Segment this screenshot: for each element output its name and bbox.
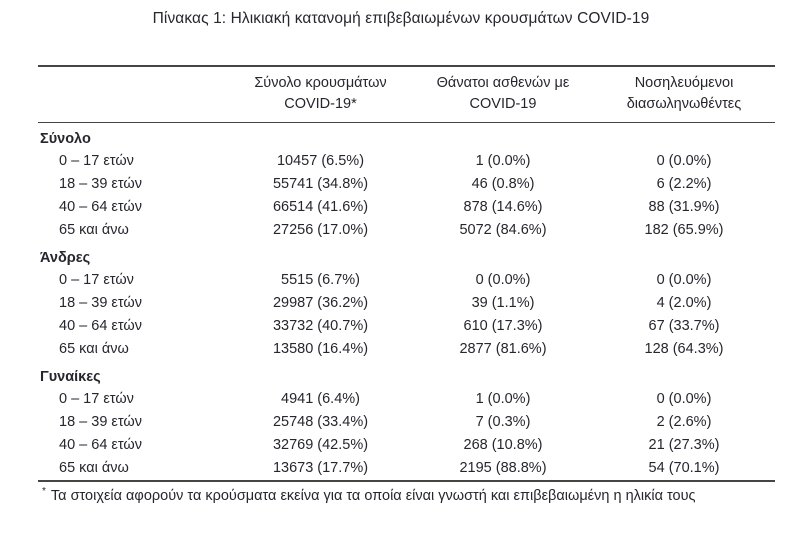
intubated-cell: 54 (70.1%) [648, 460, 720, 476]
section-label: Γυναίκες [40, 369, 101, 385]
intubated-cell: 0 (0.0%) [656, 272, 712, 288]
deaths-cell: 7 (0.3%) [475, 414, 531, 430]
age-group-label: 40 – 64 ετών [59, 199, 142, 215]
cases-cell: 25748 (33.4%) [272, 414, 369, 430]
intubated-cell: 128 (64.3%) [644, 341, 724, 357]
section-label: Σύνολο [40, 131, 91, 147]
intubated-cell: 0 (0.0%) [656, 391, 712, 407]
table-row: 40 – 64 ετών 33732 (40.7%) 610 (17.3%) 6… [38, 315, 775, 338]
header-intubated: Νοσηλευόμενοι διασωληνωθέντες [593, 65, 775, 123]
deaths-cell: 268 (10.8%) [463, 437, 543, 453]
cases-cell: 33732 (40.7%) [272, 318, 369, 334]
age-group-label: 65 και άνω [59, 460, 129, 476]
table-row: 0 – 17 ετών 5515 (6.7%) 0 (0.0%) 0 (0.0%… [38, 269, 775, 292]
footnote-text: Τα στοιχεία αφορούν τα κρούσματα εκείνα … [50, 487, 696, 504]
intubated-cell: 6 (2.2%) [656, 176, 712, 192]
cases-cell: 5515 (6.7%) [281, 272, 360, 288]
deaths-cell: 878 (14.6%) [463, 199, 543, 215]
intubated-cell: 88 (31.9%) [648, 199, 720, 215]
intubated-cell: 21 (27.3%) [648, 437, 720, 453]
section-row-women: Γυναίκες [38, 361, 775, 388]
deaths-cell: 2195 (88.8%) [459, 460, 547, 476]
intubated-cell: 67 (33.7%) [648, 318, 720, 334]
intubated-cell: 2 (2.6%) [656, 414, 712, 430]
table-row: 18 – 39 ετών 55741 (34.8%) 46 (0.8%) 6 (… [38, 173, 775, 196]
header-intubated-line1: Νοσηλευόμενοι [634, 75, 734, 91]
age-group-label: 40 – 64 ετών [59, 318, 142, 334]
deaths-cell: 1 (0.0%) [475, 391, 531, 407]
covid-age-table-wrap: Σύνολο κρουσμάτων COVID-19* Θάνατοι ασθε… [38, 65, 775, 504]
covid-age-table: Σύνολο κρουσμάτων COVID-19* Θάνατοι ασθε… [38, 65, 775, 480]
age-group-label: 40 – 64 ετών [59, 437, 142, 453]
cases-cell: 32769 (42.5%) [272, 437, 369, 453]
table-row: 0 – 17 ετών 4941 (6.4%) 1 (0.0%) 0 (0.0%… [38, 388, 775, 411]
cases-cell: 13580 (16.4%) [272, 341, 369, 357]
table-row: 18 – 39 ετών 25748 (33.4%) 7 (0.3%) 2 (2… [38, 411, 775, 434]
header-deaths-line1: Θάνατοι ασθενών με [436, 75, 570, 91]
cases-cell: 66514 (41.6%) [272, 199, 369, 215]
age-group-label: 18 – 39 ετών [59, 176, 142, 192]
table-row: 65 και άνω 27256 (17.0%) 5072 (84.6%) 18… [38, 219, 775, 242]
table-row: 65 και άνω 13673 (17.7%) 2195 (88.8%) 54… [38, 457, 775, 480]
section-label: Άνδρες [40, 250, 91, 266]
table-row: 40 – 64 ετών 32769 (42.5%) 268 (10.8%) 2… [38, 434, 775, 457]
header-intubated-line2: διασωληνωθέντες [626, 96, 742, 112]
age-group-label: 0 – 17 ετών [59, 391, 134, 407]
intubated-cell: 4 (2.0%) [656, 295, 712, 311]
table-row: 0 – 17 ετών 10457 (6.5%) 1 (0.0%) 0 (0.0… [38, 150, 775, 173]
header-cases: Σύνολο κρουσμάτων COVID-19* [228, 65, 413, 123]
cases-cell: 4941 (6.4%) [281, 391, 360, 407]
header-deaths: Θάνατοι ασθενών με COVID-19 [413, 65, 593, 123]
deaths-cell: 0 (0.0%) [475, 272, 531, 288]
cases-cell: 55741 (34.8%) [272, 176, 369, 192]
table-row: 18 – 39 ετών 29987 (36.2%) 39 (1.1%) 4 (… [38, 292, 775, 315]
age-group-label: 65 και άνω [59, 222, 129, 238]
deaths-cell: 39 (1.1%) [471, 295, 535, 311]
cases-cell: 27256 (17.0%) [272, 222, 369, 238]
header-empty-cell [38, 65, 228, 123]
intubated-cell: 182 (65.9%) [644, 222, 724, 238]
section-row-men: Άνδρες [38, 242, 775, 269]
table-row: 40 – 64 ετών 66514 (41.6%) 878 (14.6%) 8… [38, 196, 775, 219]
header-row: Σύνολο κρουσμάτων COVID-19* Θάνατοι ασθε… [38, 65, 775, 123]
deaths-cell: 2877 (81.6%) [459, 341, 547, 357]
header-cases-line2: COVID-19* [284, 96, 357, 112]
footnote: * Τα στοιχεία αφορούν τα κρούσματα εκείνα… [38, 480, 775, 504]
table-row: 65 και άνω 13580 (16.4%) 2877 (81.6%) 12… [38, 338, 775, 361]
header-deaths-line2: COVID-19 [469, 96, 537, 112]
age-group-label: 0 – 17 ετών [59, 153, 134, 169]
cases-cell: 29987 (36.2%) [272, 295, 369, 311]
deaths-cell: 46 (0.8%) [471, 176, 535, 192]
age-group-label: 18 – 39 ετών [59, 295, 142, 311]
section-row-total: Σύνολο [38, 123, 775, 151]
header-cases-line1: Σύνολο κρουσμάτων [254, 75, 387, 91]
footnote-asterisk: * [42, 486, 46, 497]
cases-cell: 13673 (17.7%) [272, 460, 369, 476]
deaths-cell: 610 (17.3%) [463, 318, 543, 334]
deaths-cell: 5072 (84.6%) [459, 222, 547, 238]
intubated-cell: 0 (0.0%) [656, 153, 712, 169]
age-group-label: 18 – 39 ετών [59, 414, 142, 430]
deaths-cell: 1 (0.0%) [475, 153, 531, 169]
cases-cell: 10457 (6.5%) [276, 153, 365, 169]
age-group-label: 65 και άνω [59, 341, 129, 357]
age-group-label: 0 – 17 ετών [59, 272, 134, 288]
page-title: Πίνακας 1: Ηλικιακή κατανομή επιβεβαιωμέ… [152, 10, 650, 27]
